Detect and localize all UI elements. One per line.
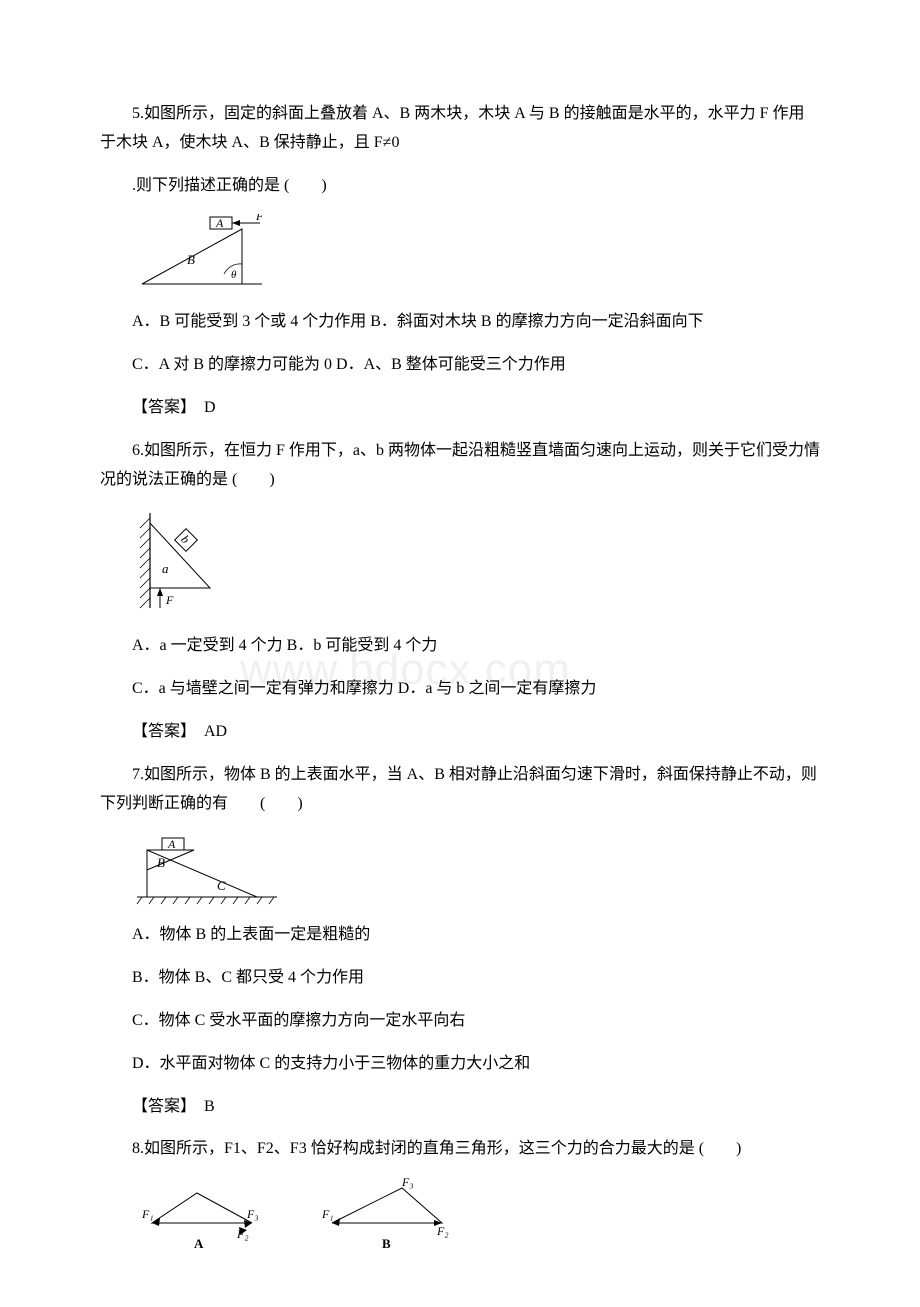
svg-text:B: B — [187, 252, 195, 267]
q5-answer: 【答案】 D — [100, 394, 820, 423]
q7-option-b: B．物体 B、C 都只受 4 个力作用 — [100, 964, 820, 993]
q7-answer: 【答案】 B — [100, 1093, 820, 1122]
q6-options-cd: C．a 与墙壁之间一定有弹力和摩擦力 D．a 与 b 之间一定有摩擦力 — [100, 675, 820, 704]
q6-figure: a b F — [132, 508, 820, 618]
svg-text:A: A — [167, 837, 176, 851]
svg-text:B: B — [382, 1236, 391, 1251]
q7-stem: 7.如图所示，物体 B 的上表面水平，当 A、B 相对静止沿斜面匀速下滑时，斜面… — [100, 761, 820, 819]
svg-text:F₂: F₂ — [436, 1224, 449, 1238]
q7-option-c: C．物体 C 受水平面的摩擦力方向一定水平向右 — [100, 1007, 820, 1036]
q5-stem-part1: 5.如图所示，固定的斜面上叠放着 A、B 两木块，木块 A 与 B 的接触面是水… — [100, 100, 820, 158]
q7-option-d: D．水平面对物体 C 的支持力小于三物体的重力大小之和 — [100, 1050, 820, 1079]
svg-text:F: F — [165, 593, 174, 607]
q5-options-cd: C．A 对 B 的摩擦力可能为 0 D．A、B 整体可能受三个力作用 — [100, 351, 820, 380]
q7-figure: C B A — [132, 832, 820, 907]
svg-text:F: F — [255, 214, 264, 223]
q5-figure: B θ A F — [132, 214, 820, 294]
q8-stem: 8.如图所示，F1、F2、F3 恰好构成封闭的直角三角形，这三个力的合力最大的是… — [100, 1135, 820, 1164]
q5-stem-part2: .则下列描述正确的是 ( ) — [100, 172, 820, 201]
svg-text:F₁: F₁ — [141, 1207, 154, 1221]
svg-text:θ: θ — [231, 269, 237, 281]
svg-text:F₂: F₂ — [236, 1227, 249, 1241]
q6-options-ab: A．a 一定受到 4 个力 B．b 可能受到 4 个力 — [100, 632, 820, 661]
q8-figure: F₁ F₃ F₂ A F₁ F₃ F₂ B — [132, 1178, 820, 1253]
q5-options-ab: A．B 可能受到 3 个或 4 个力作用 B．斜面对木块 B 的摩擦力方向一定沿… — [100, 308, 820, 337]
svg-text:A: A — [215, 216, 224, 230]
svg-text:F₁: F₁ — [321, 1207, 334, 1221]
svg-text:C: C — [217, 878, 226, 893]
svg-text:a: a — [162, 561, 169, 576]
svg-text:F₃: F₃ — [246, 1207, 259, 1221]
q6-answer: 【答案】 AD — [100, 718, 820, 747]
svg-text:F₃: F₃ — [401, 1178, 414, 1189]
q6-stem: 6.如图所示，在恒力 F 作用下，a、b 两物体一起沿粗糙竖直墙面匀速向上运动，… — [100, 437, 820, 495]
q7-option-a: A．物体 B 的上表面一定是粗糙的 — [100, 921, 820, 950]
svg-text:B: B — [157, 855, 165, 870]
svg-text:A: A — [194, 1236, 204, 1251]
